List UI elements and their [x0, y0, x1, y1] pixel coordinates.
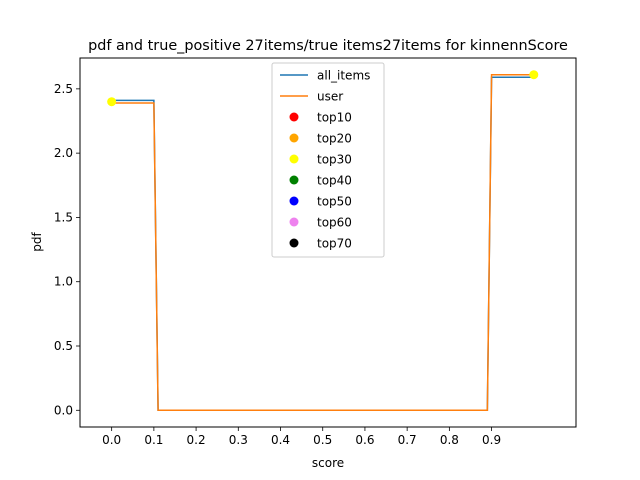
x-axis: 0.0 0.1 0.2 0.3 0.4 0.5 0.6 0.7 0.8 0.9: [102, 427, 501, 447]
y-tick-label-1: 0.5: [54, 339, 73, 353]
x-tick-label-5: 0.5: [313, 433, 332, 447]
legend-label-top60: top60: [317, 216, 352, 230]
x-tick-label-2: 0.2: [187, 433, 206, 447]
legend-label-top10: top10: [317, 111, 352, 125]
marker-top30-1: [529, 70, 539, 80]
legend-label-all-items: all_items: [317, 69, 370, 83]
x-axis-label: score: [312, 456, 344, 470]
x-tick-label-4: 0.4: [271, 433, 290, 447]
y-tick-label-3: 1.5: [54, 210, 73, 224]
legend-swatch-top10: [289, 112, 299, 122]
y-tick-label-0: 0.0: [54, 403, 73, 417]
y-tick-label-5: 2.5: [54, 82, 73, 96]
legend-label-top50: top50: [317, 195, 352, 209]
legend-label-top40: top40: [317, 174, 352, 188]
legend-box: [271, 62, 385, 258]
legend-swatch-top50: [289, 196, 299, 206]
legend-label-top30: top30: [317, 153, 352, 167]
y-tick-label-2: 1.0: [54, 275, 73, 289]
legend-label-top70: top70: [317, 237, 352, 251]
series-line-user: [111, 73, 534, 412]
legend-swatch-top20: [289, 133, 299, 143]
legend-label-top20: top20: [317, 132, 352, 146]
y-tick-label-4: 2.0: [54, 146, 73, 160]
x-tick-label-1: 0.1: [144, 433, 163, 447]
plot-frame: [79, 57, 577, 428]
plot-markers: [107, 70, 539, 107]
chart-title: pdf and true_positive 27items/true items…: [88, 38, 568, 54]
x-tick-label-0: 0.0: [102, 433, 121, 447]
legend-label-user: user: [317, 90, 343, 104]
x-tick-label-6: 0.6: [355, 433, 374, 447]
x-tick-label-7: 0.7: [398, 433, 417, 447]
legend-swatch-top70: [289, 238, 299, 248]
x-tick-label-8: 0.8: [440, 433, 459, 447]
legend-swatch-top60: [289, 217, 299, 227]
y-axis: 0.0 0.5 1.0 1.5 2.0 2.5: [54, 82, 80, 417]
legend-swatch-top30: [289, 154, 299, 164]
x-tick-label-3: 0.3: [229, 433, 248, 447]
x-tick-label-9: 0.9: [482, 433, 501, 447]
y-axis-label: pdf: [30, 232, 44, 252]
plot-lines: [111, 73, 534, 412]
marker-top30-0: [107, 97, 117, 107]
legend-swatch-top40: [289, 175, 299, 185]
